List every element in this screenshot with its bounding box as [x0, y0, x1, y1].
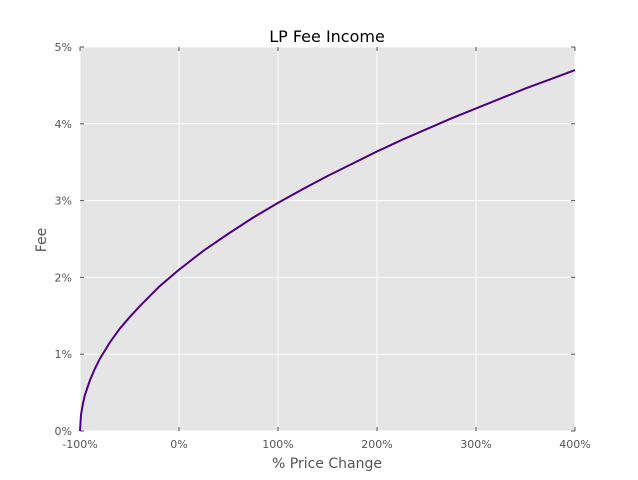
x-axis-label: % Price Change	[272, 456, 382, 472]
grid-lines	[79, 46, 576, 432]
y-tick-label: 4%	[55, 118, 72, 131]
x-tick-label: 0%	[170, 438, 187, 451]
x-tick-label: 100%	[262, 438, 293, 451]
fee-income-line	[79, 69, 576, 432]
y-axis-label: Fee	[34, 228, 50, 253]
y-tick-label: 1%	[55, 348, 72, 361]
y-tick-label: 2%	[55, 271, 72, 284]
y-tick-label: 3%	[55, 195, 72, 208]
tick-labels: -100% 0% 100% 200% 300% 400%0%1%2%3%4%5%	[55, 41, 591, 451]
y-tick-label: 5%	[55, 41, 72, 54]
x-tick-label: 400%	[559, 438, 590, 451]
y-tick-label: 0%	[55, 425, 72, 438]
x-tick-label: 200%	[361, 438, 392, 451]
x-tick-label: 300%	[460, 438, 491, 451]
chart-title: LP Fee Income	[269, 27, 385, 46]
plot-area	[80, 47, 575, 431]
x-tick-label: -100%	[62, 438, 97, 451]
